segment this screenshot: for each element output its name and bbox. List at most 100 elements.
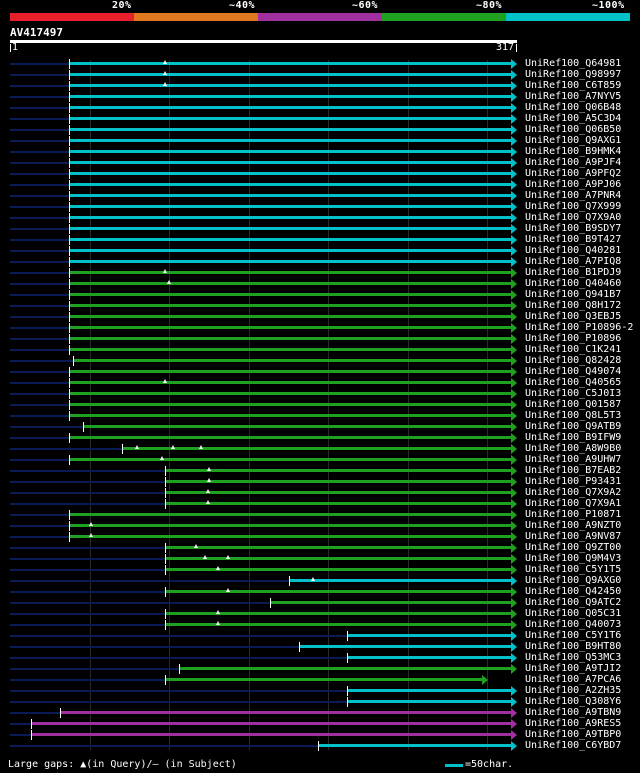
hit-row[interactable]: UniRef100_C5Y1T5 bbox=[0, 565, 640, 576]
hit-row[interactable]: UniRef100_C5J0I3 bbox=[0, 389, 640, 400]
hit-row[interactable]: UniRef100_Q7X9A1 bbox=[0, 499, 640, 510]
hit-row[interactable]: UniRef100_Q98997 bbox=[0, 70, 640, 81]
hit-row[interactable]: UniRef100_C6YBD7 bbox=[0, 741, 640, 752]
hit-label[interactable]: UniRef100_C5J0I3 bbox=[525, 388, 622, 399]
hit-label[interactable]: UniRef100_B9SDY7 bbox=[525, 223, 622, 234]
hit-label[interactable]: UniRef100_A9NV87 bbox=[525, 531, 622, 542]
hit-row[interactable]: UniRef100_Q7X9A2 bbox=[0, 488, 640, 499]
hit-row[interactable]: UniRef100_Q06B50 bbox=[0, 125, 640, 136]
hit-row[interactable]: UniRef100_A9RES5 bbox=[0, 719, 640, 730]
hit-label[interactable]: UniRef100_A9UHW7 bbox=[525, 454, 622, 465]
hit-label[interactable]: UniRef100_A9TBN9 bbox=[525, 707, 622, 718]
hit-row[interactable]: UniRef100_B1PDJ9 bbox=[0, 268, 640, 279]
hit-label[interactable]: UniRef100_Q9ATB9 bbox=[525, 421, 622, 432]
hit-row[interactable]: UniRef100_C5Y1T6 bbox=[0, 631, 640, 642]
hit-row[interactable]: UniRef100_Q8L5T3 bbox=[0, 411, 640, 422]
hit-row[interactable]: UniRef100_A5C3D4 bbox=[0, 114, 640, 125]
hit-label[interactable]: UniRef100_Q7X999 bbox=[525, 201, 622, 212]
hit-row[interactable]: UniRef100_Q9AXG0 bbox=[0, 576, 640, 587]
hit-row[interactable]: UniRef100_Q05C31 bbox=[0, 609, 640, 620]
hit-row[interactable]: UniRef100_Q06B48 bbox=[0, 103, 640, 114]
hit-row[interactable]: UniRef100_P93431 bbox=[0, 477, 640, 488]
hit-label[interactable]: UniRef100_A9NZT0 bbox=[525, 520, 622, 531]
hit-row[interactable]: UniRef100_Q3EBJ5 bbox=[0, 312, 640, 323]
hit-row[interactable]: UniRef100_Q42450 bbox=[0, 587, 640, 598]
hit-label[interactable]: UniRef100_Q7X9A1 bbox=[525, 498, 622, 509]
hit-row[interactable]: UniRef100_Q941B7 bbox=[0, 290, 640, 301]
hit-row[interactable]: UniRef100_Q40460 bbox=[0, 279, 640, 290]
hit-label[interactable]: UniRef100_B9HT80 bbox=[525, 641, 622, 652]
hit-label[interactable]: UniRef100_A9PFQ2 bbox=[525, 168, 622, 179]
hit-label[interactable]: UniRef100_Q941B7 bbox=[525, 289, 622, 300]
hit-row[interactable]: UniRef100_B9T427 bbox=[0, 235, 640, 246]
hit-row[interactable]: UniRef100_Q8H172 bbox=[0, 301, 640, 312]
hit-label[interactable]: UniRef100_Q06B50 bbox=[525, 124, 622, 135]
hit-row[interactable]: UniRef100_A7PIQ8 bbox=[0, 257, 640, 268]
hit-row[interactable]: UniRef100_Q9ZT00 bbox=[0, 543, 640, 554]
hit-label[interactable]: UniRef100_Q8L5T3 bbox=[525, 410, 622, 421]
hit-label[interactable]: UniRef100_P10896-2 bbox=[525, 322, 634, 333]
hit-row[interactable]: UniRef100_A9TBP0 bbox=[0, 730, 640, 741]
hit-row[interactable]: UniRef100_P10896-2 bbox=[0, 323, 640, 334]
hit-row[interactable]: UniRef100_C6T859 bbox=[0, 81, 640, 92]
hit-row[interactable]: UniRef100_Q9ATB9 bbox=[0, 422, 640, 433]
hit-row[interactable]: UniRef100_A7PCA6 bbox=[0, 675, 640, 686]
hit-label[interactable]: UniRef100_A2ZH35 bbox=[525, 685, 622, 696]
hit-label[interactable]: UniRef100_A9TBP0 bbox=[525, 729, 622, 740]
hit-label[interactable]: UniRef100_A7PCA6 bbox=[525, 674, 622, 685]
hit-row[interactable]: UniRef100_Q49074 bbox=[0, 367, 640, 378]
hit-row[interactable]: UniRef100_A9PJ06 bbox=[0, 180, 640, 191]
hit-label[interactable]: UniRef100_Q7X9A2 bbox=[525, 487, 622, 498]
hit-label[interactable]: UniRef100_A9PJF4 bbox=[525, 157, 622, 168]
hit-label[interactable]: UniRef100_Q82428 bbox=[525, 355, 622, 366]
hit-label[interactable]: UniRef100_Q98997 bbox=[525, 69, 622, 80]
hit-row[interactable]: UniRef100_Q40073 bbox=[0, 620, 640, 631]
hit-row[interactable]: UniRef100_B9IFW9 bbox=[0, 433, 640, 444]
hit-label[interactable]: UniRef100_B7EAB2 bbox=[525, 465, 622, 476]
hit-row[interactable]: UniRef100_A9PFQ2 bbox=[0, 169, 640, 180]
hit-row[interactable]: UniRef100_Q7X9A0 bbox=[0, 213, 640, 224]
hit-row[interactable]: UniRef100_A9PJF4 bbox=[0, 158, 640, 169]
hit-row[interactable]: UniRef100_A2ZH35 bbox=[0, 686, 640, 697]
hit-label[interactable]: UniRef100_P10896 bbox=[525, 333, 622, 344]
hit-label[interactable]: UniRef100_A7NYV5 bbox=[525, 91, 622, 102]
hit-label[interactable]: UniRef100_Q05C31 bbox=[525, 608, 622, 619]
hit-row[interactable]: UniRef100_A9TBN9 bbox=[0, 708, 640, 719]
hit-label[interactable]: UniRef100_Q06B48 bbox=[525, 102, 622, 113]
hit-row[interactable]: UniRef100_Q7X999 bbox=[0, 202, 640, 213]
hit-label[interactable]: UniRef100_C6T859 bbox=[525, 80, 622, 91]
hit-label[interactable]: UniRef100_Q53MC3 bbox=[525, 652, 622, 663]
hit-label[interactable]: UniRef100_C5Y1T5 bbox=[525, 564, 622, 575]
hit-label[interactable]: UniRef100_Q9M4V3 bbox=[525, 553, 622, 564]
hit-label[interactable]: UniRef100_Q9ZT00 bbox=[525, 542, 622, 553]
hit-label[interactable]: UniRef100_Q9AXG1 bbox=[525, 135, 622, 146]
hit-row[interactable]: UniRef100_Q308Y6 bbox=[0, 697, 640, 708]
hit-label[interactable]: UniRef100_Q64981 bbox=[525, 58, 622, 69]
hit-label[interactable]: UniRef100_C6YBD7 bbox=[525, 740, 622, 751]
hit-row[interactable]: UniRef100_Q9M4V3 bbox=[0, 554, 640, 565]
hit-label[interactable]: UniRef100_B9T427 bbox=[525, 234, 622, 245]
hit-label[interactable]: UniRef100_B1PDJ9 bbox=[525, 267, 622, 278]
hit-row[interactable]: UniRef100_A9TJI2 bbox=[0, 664, 640, 675]
hit-label[interactable]: UniRef100_P93431 bbox=[525, 476, 622, 487]
hit-label[interactable]: UniRef100_Q49074 bbox=[525, 366, 622, 377]
hit-row[interactable]: UniRef100_A7PNR4 bbox=[0, 191, 640, 202]
hit-row[interactable]: UniRef100_B9SDY7 bbox=[0, 224, 640, 235]
hit-label[interactable]: UniRef100_Q40460 bbox=[525, 278, 622, 289]
hit-row[interactable]: UniRef100_Q9ATC2 bbox=[0, 598, 640, 609]
hit-label[interactable]: UniRef100_Q01587 bbox=[525, 399, 622, 410]
hit-label[interactable]: UniRef100_C5Y1T6 bbox=[525, 630, 622, 641]
hit-row[interactable]: UniRef100_A7NYV5 bbox=[0, 92, 640, 103]
hit-label[interactable]: UniRef100_P10871 bbox=[525, 509, 622, 520]
hit-label[interactable]: UniRef100_Q9ATC2 bbox=[525, 597, 622, 608]
hit-row[interactable]: UniRef100_Q01587 bbox=[0, 400, 640, 411]
hit-row[interactable]: UniRef100_Q9AXG1 bbox=[0, 136, 640, 147]
hit-label[interactable]: UniRef100_B9HMK4 bbox=[525, 146, 622, 157]
hit-row[interactable]: UniRef100_Q40281 bbox=[0, 246, 640, 257]
hit-row[interactable]: UniRef100_A9UHW7 bbox=[0, 455, 640, 466]
hit-row[interactable]: UniRef100_P10871 bbox=[0, 510, 640, 521]
hit-label[interactable]: UniRef100_Q9AXG0 bbox=[525, 575, 622, 586]
hit-label[interactable]: UniRef100_Q40281 bbox=[525, 245, 622, 256]
hit-label[interactable]: UniRef100_Q42450 bbox=[525, 586, 622, 597]
hit-label[interactable]: UniRef100_B9IFW9 bbox=[525, 432, 622, 443]
